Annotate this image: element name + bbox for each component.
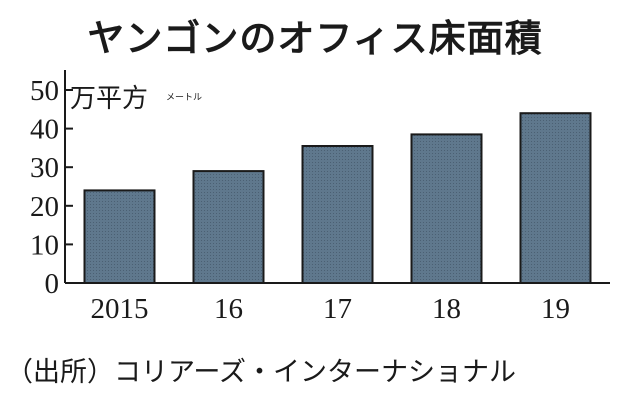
x-tick-label: 17 bbox=[323, 293, 352, 325]
unit-suffix-label: メートル bbox=[166, 93, 202, 103]
x-tick-label: 19 bbox=[541, 293, 570, 325]
y-tick-label: 0 bbox=[45, 268, 60, 300]
x-tick-label: 16 bbox=[214, 293, 243, 325]
unit-label: 万平方 bbox=[70, 84, 148, 114]
source-note: （出所）コリアーズ・インターナショナル bbox=[6, 357, 517, 388]
chart-title: ヤンゴンのオフィス床面積 bbox=[87, 17, 543, 60]
y-tick-label: 50 bbox=[30, 75, 59, 107]
y-tick-label: 20 bbox=[30, 191, 59, 223]
bar-17 bbox=[301, 145, 374, 284]
bar-19 bbox=[519, 112, 592, 284]
y-tick-label: 10 bbox=[30, 229, 59, 261]
y-tick-label: 40 bbox=[30, 114, 59, 146]
bar-16 bbox=[192, 170, 265, 285]
bar-2015 bbox=[83, 189, 156, 284]
x-tick-label: 18 bbox=[432, 293, 461, 325]
x-tick-label: 2015 bbox=[91, 293, 149, 325]
bar-18 bbox=[410, 133, 483, 284]
y-tick-label: 30 bbox=[30, 152, 59, 184]
